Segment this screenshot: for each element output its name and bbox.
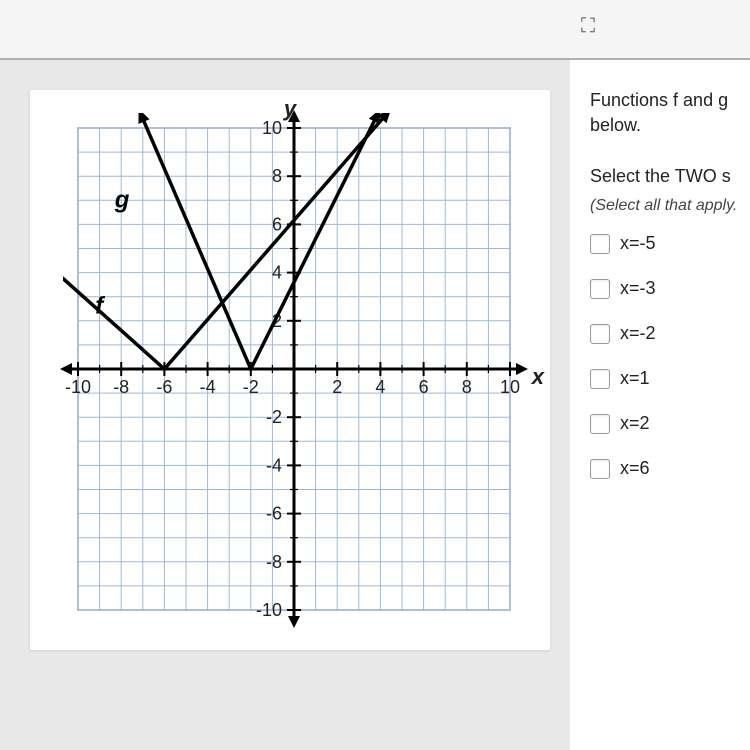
question-panel: Functions f and g below. Select the TWO … xyxy=(570,60,750,750)
svg-text:2: 2 xyxy=(332,377,342,397)
graph: y x -10-8-6-4-2246810-10-8-6-4-2246810fg xyxy=(30,90,550,650)
option-row: x=-2 xyxy=(590,323,740,344)
svg-text:10: 10 xyxy=(500,377,520,397)
svg-text:6: 6 xyxy=(272,214,282,234)
svg-text:-2: -2 xyxy=(243,377,259,397)
question-text-2: below. xyxy=(590,115,740,136)
graph-container: y x -10-8-6-4-2246810-10-8-6-4-2246810fg xyxy=(0,60,570,750)
svg-text:-8: -8 xyxy=(266,552,282,572)
svg-text:-10: -10 xyxy=(256,600,282,620)
main-area: y x -10-8-6-4-2246810-10-8-6-4-2246810fg… xyxy=(0,60,750,750)
option-label: x=6 xyxy=(620,458,650,479)
option-label: x=1 xyxy=(620,368,650,389)
question-text-1: Functions f and g xyxy=(590,90,740,111)
svg-text:4: 4 xyxy=(375,377,385,397)
x-axis-label: x xyxy=(532,364,544,390)
option-row: x=-3 xyxy=(590,278,740,299)
svg-text:-6: -6 xyxy=(156,377,172,397)
svg-text:-2: -2 xyxy=(266,407,282,427)
option-label: x=-2 xyxy=(620,323,656,344)
svg-text:-6: -6 xyxy=(266,504,282,524)
y-axis-label: y xyxy=(284,96,296,122)
option-label: x=-5 xyxy=(620,233,656,254)
option-row: x=-5 xyxy=(590,233,740,254)
svg-text:g: g xyxy=(114,187,130,214)
top-bar: ⛶ xyxy=(0,0,750,60)
svg-text:8: 8 xyxy=(462,377,472,397)
option-label: x=-3 xyxy=(620,278,656,299)
option-label: x=2 xyxy=(620,413,650,434)
options-list: x=-5 x=-3 x=-2 x=1 x=2 x=6 xyxy=(590,233,740,479)
option-row: x=6 xyxy=(590,458,740,479)
checkbox[interactable] xyxy=(590,414,610,434)
expand-icon[interactable]: ⛶ xyxy=(581,15,595,38)
svg-text:-8: -8 xyxy=(113,377,129,397)
svg-text:4: 4 xyxy=(272,263,282,283)
question-hint: (Select all that apply. xyxy=(590,197,740,215)
svg-text:10: 10 xyxy=(262,118,282,138)
svg-text:-4: -4 xyxy=(266,455,282,475)
checkbox[interactable] xyxy=(590,324,610,344)
checkbox[interactable] xyxy=(590,459,610,479)
svg-text:8: 8 xyxy=(272,166,282,186)
graph-svg: -10-8-6-4-2246810-10-8-6-4-2246810fg xyxy=(40,100,540,640)
question-text-3: Select the TWO s xyxy=(590,166,740,187)
checkbox[interactable] xyxy=(590,234,610,254)
svg-text:6: 6 xyxy=(419,377,429,397)
svg-text:-4: -4 xyxy=(200,377,216,397)
option-row: x=1 xyxy=(590,368,740,389)
checkbox[interactable] xyxy=(590,279,610,299)
svg-text:-10: -10 xyxy=(65,377,91,397)
checkbox[interactable] xyxy=(590,369,610,389)
option-row: x=2 xyxy=(590,413,740,434)
